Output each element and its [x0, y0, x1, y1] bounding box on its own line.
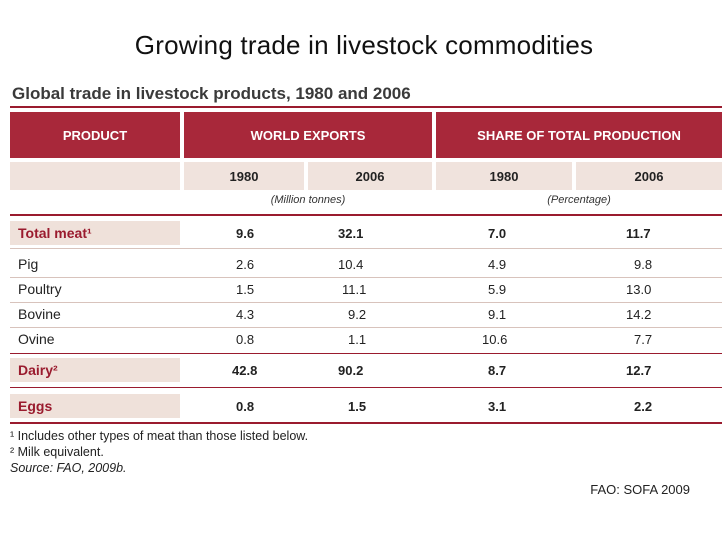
row-label-ovine: Ovine — [18, 331, 55, 347]
cell-bovine-exports-1980: 4.3 — [236, 306, 255, 322]
row-separator — [10, 248, 722, 249]
cell-dairy-exports-2006: 90.2 — [338, 362, 364, 378]
cell-ovine-exports-2006: 1.1 — [348, 331, 367, 347]
cell-pig-exports-2006: 10.4 — [338, 256, 364, 272]
cell-bovine-share-2006: 14.2 — [626, 306, 652, 322]
cell-dairy-exports-1980: 42.8 — [232, 362, 258, 378]
year-share-1980: 1980 — [436, 162, 572, 190]
year-exports-1980: 1980 — [184, 162, 304, 190]
header-world-exports: WORLD EXPORTS — [184, 112, 432, 158]
row-separator — [10, 277, 722, 278]
cell-dairy-share-1980: 8.7 — [488, 362, 507, 378]
cell-ovine-share-2006: 7.7 — [634, 331, 653, 347]
row-separator — [10, 327, 722, 328]
cell-poultry-share-1980: 5.9 — [488, 281, 507, 297]
cell-ovine-exports-1980: 0.8 — [236, 331, 255, 347]
cell-total-meat-share-2006: 11.7 — [626, 225, 651, 241]
top-rule — [10, 106, 722, 108]
row-label-bovine: Bovine — [18, 306, 61, 322]
row-separator — [10, 353, 722, 354]
cell-poultry-exports-2006: 11.1 — [342, 281, 367, 297]
row-label-dairy: Dairy² — [10, 358, 180, 382]
row-separator — [10, 302, 722, 303]
cell-pig-share-1980: 4.9 — [488, 256, 507, 272]
row-label-poultry: Poultry — [18, 281, 62, 297]
cell-eggs-share-2006: 2.2 — [634, 398, 653, 414]
header-bottom-rule — [10, 214, 722, 216]
header-share-of-production: SHARE OF TOTAL PRODUCTION — [436, 112, 722, 158]
units-exports: (Million tonnes) — [270, 194, 346, 206]
table-notes: ¹ Includes other types of meat than thos… — [10, 428, 308, 476]
header-product: PRODUCT — [10, 112, 180, 158]
cell-bovine-share-1980: 9.1 — [488, 306, 507, 322]
slide-title: Growing trade in livestock commodities — [134, 30, 594, 60]
table-title: Global trade in livestock products, 1980… — [12, 84, 411, 103]
bottom-rule — [10, 422, 722, 424]
cell-poultry-share-2006: 13.0 — [626, 281, 652, 297]
cell-bovine-exports-2006: 9.2 — [348, 306, 367, 322]
year-share-2006: 2006 — [576, 162, 722, 190]
cell-ovine-share-1980: 10.6 — [482, 331, 508, 347]
cell-total-meat-exports-2006: 32.1 — [338, 225, 364, 241]
year-exports-2006: 2006 — [308, 162, 432, 190]
cell-dairy-share-2006: 12.7 — [626, 362, 652, 378]
source-note: Source: FAO, 2009b. — [10, 461, 127, 475]
row-label-total-meat: Total meat¹ — [10, 221, 180, 245]
footnote-2: ² Milk equivalent. — [10, 445, 104, 459]
cell-total-meat-exports-1980: 9.6 — [236, 225, 255, 241]
cell-total-meat-share-1980: 7.0 — [488, 225, 507, 241]
cell-pig-share-2006: 9.8 — [634, 256, 653, 272]
credit-text: FAO: SOFA 2009 — [590, 482, 690, 497]
cell-eggs-exports-2006: 1.5 — [348, 398, 367, 414]
years-blank — [10, 162, 180, 190]
footnote-1: ¹ Includes other types of meat than thos… — [10, 429, 309, 443]
row-label-pig: Pig — [18, 256, 39, 272]
row-separator — [10, 387, 722, 388]
cell-eggs-share-1980: 3.1 — [488, 398, 507, 414]
cell-eggs-exports-1980: 0.8 — [236, 398, 255, 414]
cell-pig-exports-1980: 2.6 — [236, 256, 255, 272]
cell-poultry-exports-1980: 1.5 — [236, 281, 255, 297]
row-label-eggs: Eggs — [10, 394, 180, 418]
units-share: (Percentage) — [547, 194, 611, 206]
